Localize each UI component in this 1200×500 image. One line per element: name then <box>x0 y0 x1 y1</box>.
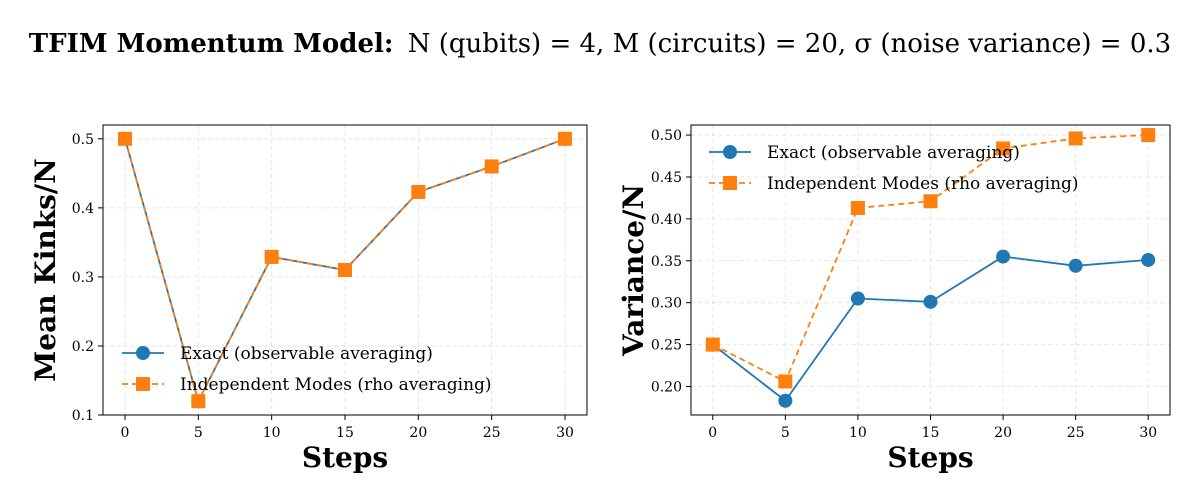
x-tick-label: 5 <box>194 425 203 441</box>
x-tick-label: 30 <box>556 425 574 441</box>
legend-label: Exact (observable averaging) <box>180 344 433 364</box>
x-tick-label: 25 <box>1067 425 1085 441</box>
data-point-independent <box>996 141 1011 156</box>
x-axis-label: Steps <box>887 441 973 474</box>
x-tick-label: 15 <box>336 425 354 441</box>
y-tick-label: 0.45 <box>651 170 682 186</box>
data-point-independent <box>191 394 206 409</box>
mean-kinks-panel: 0 5 10 15 20 25 30 0.1 0.2 0.3 0.4 0.5 Steps Mean Kin… <box>29 124 588 474</box>
x-axis-label: Steps <box>302 441 388 474</box>
data-point-independent <box>338 263 352 277</box>
data-point-exact <box>923 294 938 309</box>
data-point-exact <box>1068 258 1083 273</box>
data-point-exact <box>850 291 865 306</box>
legend-label: Independent Modes (rho averaging) <box>180 375 492 395</box>
legend-marker-square <box>723 176 737 190</box>
x-tick-label: 20 <box>409 425 427 441</box>
x-tick-label: 0 <box>121 425 130 441</box>
plot-frame <box>690 124 1171 416</box>
x-tick-label: 20 <box>994 425 1012 441</box>
data-point-independent <box>705 337 720 352</box>
legend-marker-circle <box>723 145 737 159</box>
legend-marker-square <box>136 377 150 391</box>
y-tick-label: 0.20 <box>651 380 682 396</box>
legend-marker-circle <box>136 346 150 360</box>
data-point-independent <box>778 374 793 389</box>
legend-label: Exact (observable averaging) <box>767 143 1020 163</box>
plot-frame <box>102 124 588 416</box>
y-tick-label: 0.3 <box>72 270 94 286</box>
figure-title-rest: N (qubits) = 4, M (circuits) = 20, σ (no… <box>408 29 1171 59</box>
x-tick-label: 15 <box>922 425 940 441</box>
y-tick-label: 0.40 <box>651 212 682 228</box>
legend-label: Independent Modes (rho averaging) <box>767 174 1079 194</box>
x-tick-label: 10 <box>849 425 867 441</box>
y-tick-label: 0.30 <box>651 296 682 312</box>
data-point-independent <box>1068 131 1083 146</box>
y-tick-label: 0.4 <box>72 201 94 217</box>
legend: Exact (observable averaging) Independent … <box>709 143 1079 194</box>
data-point-independent <box>264 249 279 264</box>
data-point-independent <box>484 159 499 174</box>
x-tick-label: 25 <box>483 425 501 441</box>
data-point-independent <box>411 184 426 199</box>
data-point-independent <box>923 194 938 209</box>
figure-title: TFIM Momentum Model: N (qubits) = 4, M (… <box>29 29 1171 59</box>
data-point-independent <box>558 131 572 146</box>
data-point-independent <box>118 131 132 146</box>
data-point-independent <box>850 200 865 215</box>
data-point-exact <box>1141 252 1156 267</box>
figure-title-bold: TFIM Momentum Model: <box>29 29 394 59</box>
x-tick-label: 0 <box>708 425 717 441</box>
data-point-exact <box>996 249 1011 264</box>
x-tick-label: 5 <box>781 425 790 441</box>
y-axis-label: Mean Kinks/N <box>29 158 62 381</box>
legend: Exact (observable averaging) Independent … <box>122 344 492 395</box>
variance-panel: 0 5 10 15 20 25 30 0.20 0.25 0.30 0.35 0.40 0.45 0.50… <box>617 124 1171 474</box>
y-tick-label: 0.2 <box>72 339 94 355</box>
x-tick-label: 10 <box>263 425 281 441</box>
y-tick-label: 0.5 <box>72 132 94 148</box>
y-tick-label: 0.25 <box>651 338 682 354</box>
x-tick-label: 30 <box>1139 425 1157 441</box>
y-tick-label: 0.1 <box>72 408 94 424</box>
y-axis-label: Variance/N <box>617 184 650 357</box>
y-tick-label: 0.35 <box>651 254 682 270</box>
data-point-exact <box>778 393 793 408</box>
data-point-independent <box>1141 128 1156 143</box>
y-tick-label: 0.50 <box>651 128 682 144</box>
